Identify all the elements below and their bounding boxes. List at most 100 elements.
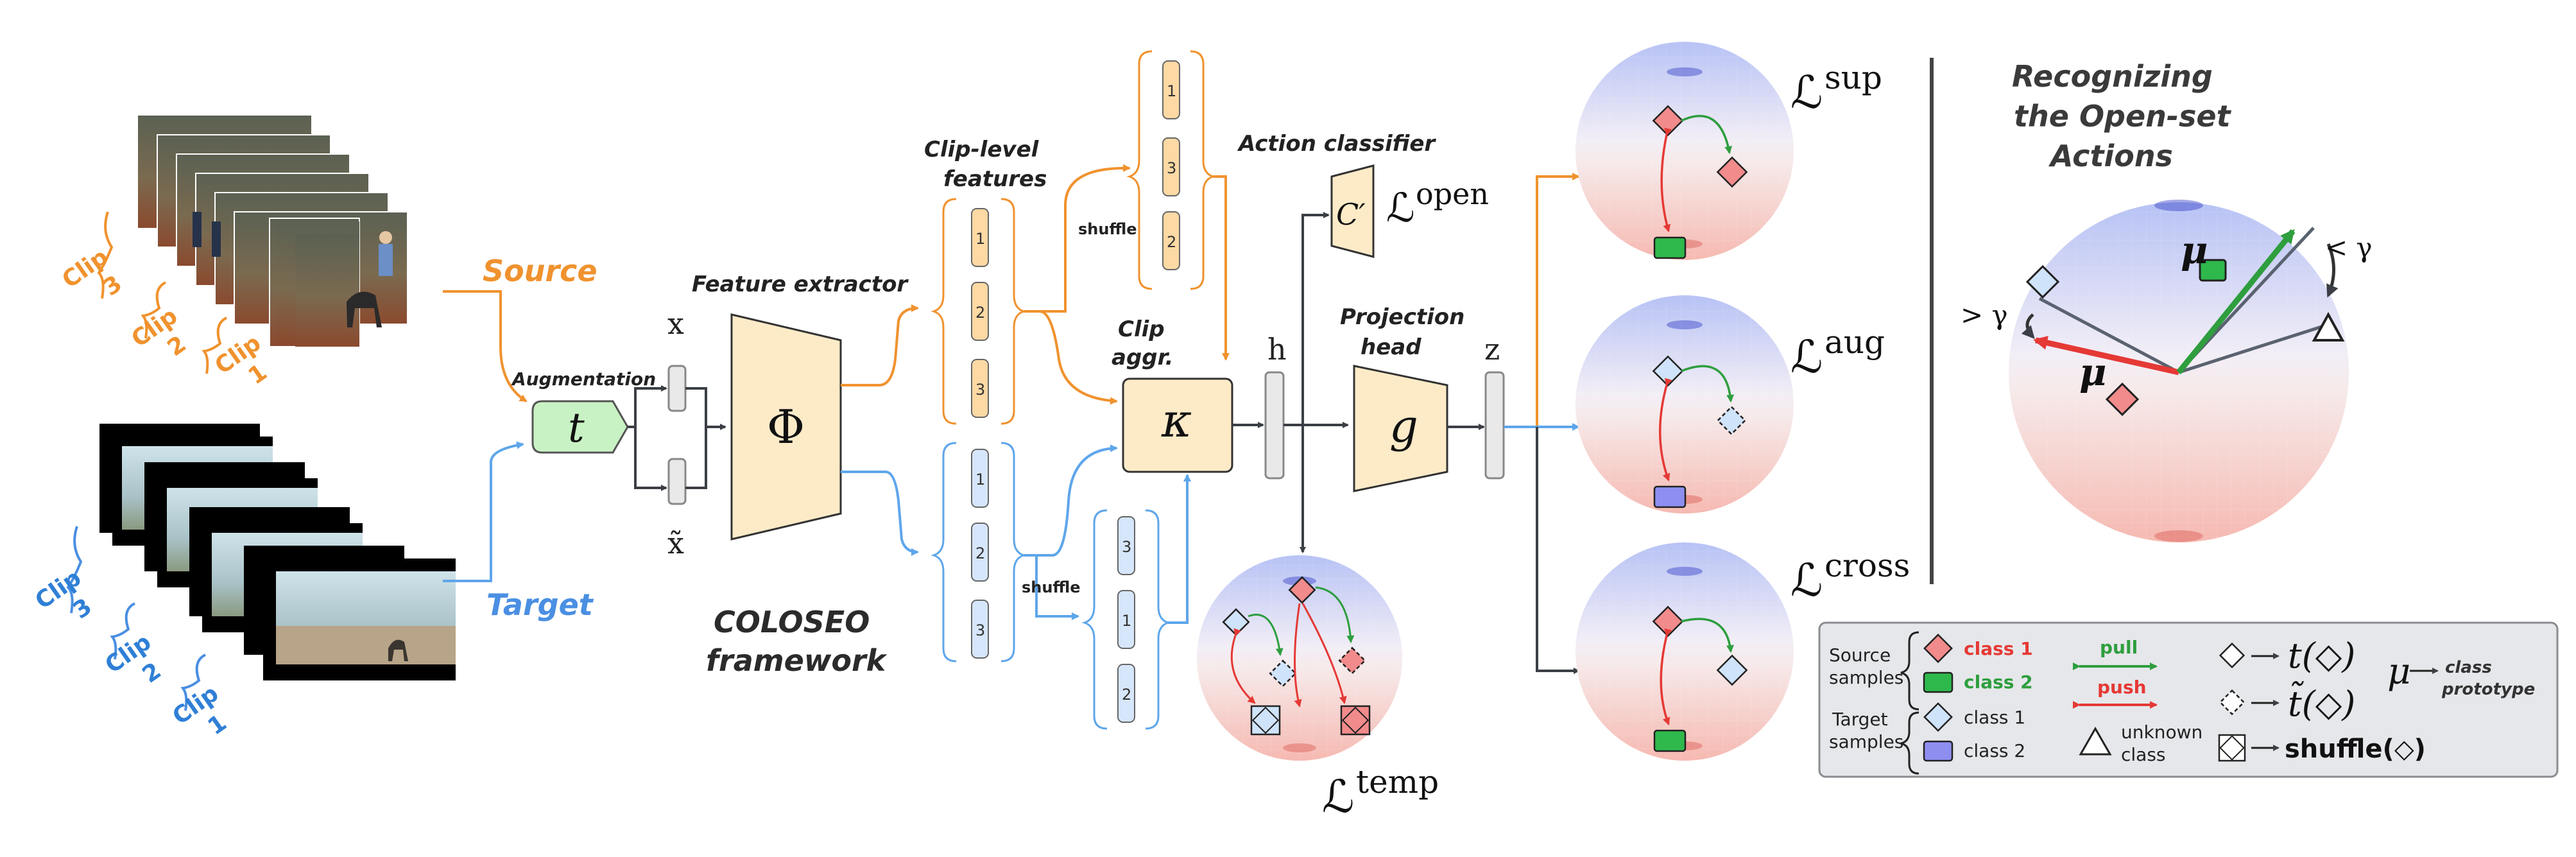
source-shuffled-1: 1: [1167, 82, 1176, 100]
target-shuffle-label: shuffle: [1022, 578, 1081, 596]
loss-open-L: ℒ: [1386, 184, 1415, 231]
z-vector: [1484, 371, 1505, 480]
sphere-cross: [1576, 542, 1794, 761]
source-feature-3: 3: [975, 381, 985, 399]
action-classifier-label: Action classifier: [1237, 131, 1436, 157]
target-features-to-kappa-arrow: [1024, 444, 1118, 557]
sphere-sup: [1576, 42, 1794, 260]
legend-panel: Source samples Target samples class 1 cl…: [1818, 621, 2559, 778]
source-feature-1: 1: [975, 230, 985, 248]
recognizing-title-2: the Open-set: [2014, 99, 2232, 134]
z-to-cross-arrow: [1536, 427, 1580, 674]
mu-green-symbol: μ: [2181, 229, 2208, 272]
lt-gamma-label: < γ: [2325, 232, 2373, 263]
source-shuffled-2: 2: [1167, 233, 1176, 251]
legend-pull: pull: [2100, 637, 2138, 658]
sphere-aug: [1576, 295, 1794, 514]
x-to-phi-arrow: [685, 387, 726, 430]
h-label: h: [1267, 332, 1287, 367]
clip-aggr-label-2: aggr.: [1112, 345, 1173, 370]
framework-label-1: COLOSEO: [714, 605, 870, 639]
source-shuffled-features: 1 3 2: [1126, 50, 1216, 290]
legend-unknown-2: class: [2121, 744, 2166, 765]
target-shuffled-3: 3: [1122, 538, 1131, 556]
mu-red-symbol: μ: [2079, 351, 2106, 394]
h-to-classifier-arrow: [1284, 212, 1330, 426]
target-clip1-number: 1: [203, 709, 232, 740]
target-clip-braces: [66, 526, 207, 711]
target-feature-3: 3: [975, 621, 985, 639]
recognizing-title-1: Recognizing: [2012, 59, 2213, 94]
source-shuffle-label: shuffle: [1078, 220, 1137, 238]
phi-symbol: Φ: [767, 400, 805, 454]
z-to-sup-arrow: [1504, 173, 1580, 428]
x-label: x: [667, 306, 684, 341]
action-classifier-block: [1330, 164, 1375, 258]
clip-aggr-label-1: Clip: [1118, 316, 1165, 342]
c-prime-symbol: C′: [1336, 197, 1366, 232]
legend-source-class1: class 1: [1964, 638, 2033, 659]
legend-shuffle-map: shuffle(◇): [2285, 734, 2426, 764]
feature-extractor-label: Feature extractor: [692, 272, 909, 297]
h-vector: [1264, 371, 1285, 480]
loss-sup-sup: sup: [1825, 59, 1882, 96]
legend-source-samples-2: samples: [1829, 667, 1903, 688]
loss-aug-sup: aug: [1825, 324, 1885, 361]
phi-to-source-features-arrow: [841, 304, 919, 386]
gt-gamma-label: > γ: [1961, 299, 2008, 331]
legend-source-class2: class 2: [1964, 671, 2033, 693]
framework-label-2: framework: [706, 643, 888, 678]
loss-aug-L: ℒ: [1790, 331, 1823, 383]
sphere-temp: [1197, 555, 1402, 761]
source-clip-braces: [97, 211, 228, 374]
aug-to-xtilde-arrow: [628, 426, 667, 491]
legend-push: push: [2097, 677, 2147, 698]
source-shuffled-3: 3: [1167, 159, 1176, 177]
source-clip-features: 1 2 3: [931, 198, 1027, 425]
loss-temp-sup: temp: [1356, 763, 1439, 801]
legend-target-class2: class 2: [1964, 740, 2025, 761]
target-to-aug-arrow: [443, 441, 524, 582]
target-feature-1: 1: [975, 471, 985, 489]
source-feature-2: 2: [975, 304, 985, 322]
target-video-frames: [99, 424, 456, 680]
loss-cross-L: ℒ: [1790, 554, 1823, 607]
xtilde-vector: [667, 458, 687, 505]
source-shuffled-to-kappa-arrow: [1213, 175, 1230, 361]
phi-to-target-features-arrow: [841, 471, 919, 556]
aug-to-x-arrow: [628, 385, 667, 428]
clip-level-features-label-2: features: [943, 166, 1047, 192]
source-clip2-number: 2: [163, 331, 191, 361]
xtilde-to-phi-arrow: [685, 427, 707, 489]
kappa-symbol: κ: [1161, 394, 1192, 447]
source-video-frames: [138, 116, 408, 347]
source-label: Source: [483, 254, 597, 288]
legend-class-prototype-2: prototype: [2441, 680, 2535, 699]
feature-extractor-phi-block: [730, 313, 842, 541]
target-shuffled-1: 1: [1122, 612, 1131, 630]
legend-source-samples-1: Source: [1829, 645, 1891, 666]
loss-cross-sup: cross: [1825, 547, 1910, 584]
target-clip-features: 1 2 3: [931, 442, 1027, 662]
augmentation-label: Augmentation: [511, 368, 656, 390]
augmentation-t-symbol: t: [568, 404, 585, 452]
xtilde-label: x̃: [667, 526, 684, 560]
loss-open-sup: open: [1416, 177, 1489, 211]
clip-level-features-label-1: Clip-level: [924, 137, 1040, 162]
loss-sup-L: ℒ: [1790, 66, 1823, 119]
legend-ttilde-map: t̃(◇): [2288, 680, 2355, 724]
legend-class-prototype-1: class: [2445, 658, 2492, 677]
target-shuffled-2: 2: [1122, 686, 1131, 704]
projection-head-label-2: head: [1361, 334, 1421, 360]
legend-mu: μ: [2387, 651, 2410, 693]
augmentation-box: [531, 400, 629, 454]
x-vector: [667, 365, 687, 412]
target-label: Target: [486, 587, 594, 622]
source-shuffle-arrow: [1024, 164, 1131, 313]
legend-target-class1: class 1: [1964, 707, 2025, 728]
legend-target-samples-2: samples: [1829, 731, 1903, 752]
open-set-sphere: [2009, 200, 2349, 542]
source-features-to-kappa-arrow: [1024, 310, 1118, 405]
loss-temp-L: ℒ: [1322, 770, 1354, 823]
